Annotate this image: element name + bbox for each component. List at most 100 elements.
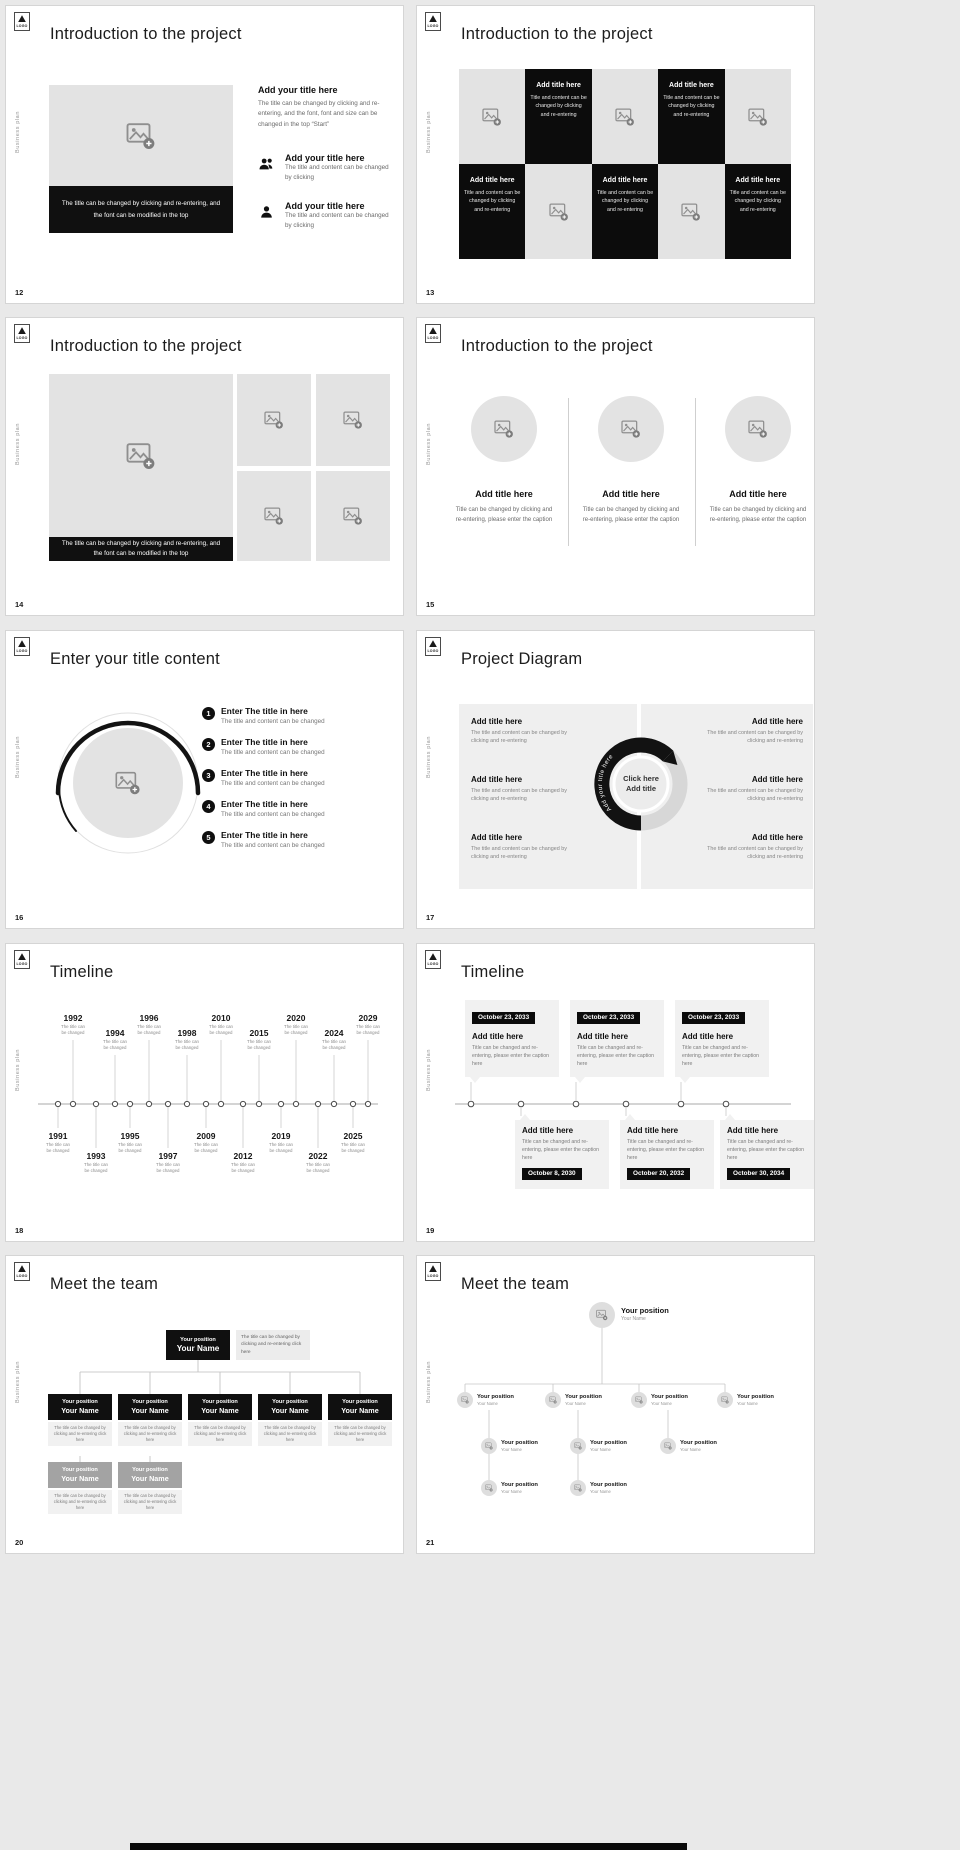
logo-icon xyxy=(429,640,437,648)
vertical-label: Business plan xyxy=(15,423,21,466)
diagram-entry: Add title here The title and content can… xyxy=(695,833,803,862)
image-placeholder[interactable] xyxy=(316,471,390,561)
logo-icon xyxy=(18,953,26,961)
logo-badge: LOGO xyxy=(425,324,441,343)
item-body: The title and content can be changed by … xyxy=(285,164,389,182)
image-caption-bar: The title can be changed by clicking and… xyxy=(49,537,233,561)
diagram-entry: Add title here The title and content can… xyxy=(471,775,581,804)
section-body: The title can be changed by clicking and… xyxy=(258,100,380,128)
slide-thumbnail-12[interactable]: LOGO Business plan 12 Introduction to th… xyxy=(5,5,404,304)
item-body: The title and content can be changed xyxy=(221,717,325,725)
timeline-year: 1993 The title can be changed xyxy=(84,1151,108,1173)
vertical-label: Business plan xyxy=(426,423,432,466)
image-caption-bar: The title can be changed by clicking and… xyxy=(49,186,233,233)
item-body: Title can be changed and re-entering, pl… xyxy=(472,1045,550,1068)
slide-thumbnail-18[interactable]: LOGO Business plan 18 Timeline 1992 The t… xyxy=(5,943,404,1242)
divider-line xyxy=(695,398,696,546)
image-placeholder[interactable] xyxy=(459,69,526,164)
logo-icon xyxy=(429,953,437,961)
cell-title: Add title here xyxy=(536,82,581,89)
item-title: Add title here xyxy=(682,1032,734,1041)
image-placeholder[interactable] xyxy=(725,396,791,462)
numbered-item: 1 Enter The title in here The title and c… xyxy=(202,706,387,725)
logo-text: LOGO xyxy=(427,23,439,28)
item-title: Enter The title in here xyxy=(221,799,308,809)
team-member: Your position Your Name xyxy=(660,1438,717,1454)
item-title: Enter The title in here xyxy=(221,706,308,716)
org-caption: The title can be changed by clicking and… xyxy=(48,1422,112,1446)
numbered-item: 2 Enter The title in here The title and c… xyxy=(202,737,387,756)
image-placeholder[interactable] xyxy=(237,471,311,561)
slide-thumbnail-17[interactable]: LOGO Business plan 17 Project Diagram Ad… xyxy=(416,630,815,929)
slide-title: Enter your title content xyxy=(50,650,220,668)
vertical-label: Business plan xyxy=(15,1049,21,1092)
org-box-secondary: Your position Your Name xyxy=(48,1462,112,1488)
image-placeholder[interactable] xyxy=(525,164,592,259)
avatar xyxy=(545,1392,561,1408)
logo-text: LOGO xyxy=(16,1273,28,1278)
feature-item: Add your title here The title and conten… xyxy=(258,153,393,184)
avatar xyxy=(660,1438,676,1454)
text-cell: Add title here Title and content can be c… xyxy=(459,164,526,259)
logo-icon xyxy=(18,15,26,23)
avatar xyxy=(481,1480,497,1496)
logo-icon xyxy=(18,327,26,335)
slide-number: 21 xyxy=(426,1538,435,1547)
image-placeholder-icon xyxy=(574,1442,582,1450)
image-placeholder[interactable] xyxy=(724,69,791,164)
number-bullet: 1 xyxy=(202,707,215,720)
timeline-year: 2025 The title can be changed xyxy=(341,1131,365,1153)
item-body: The title and content can be changed by … xyxy=(285,212,389,230)
diagram-center-line2: Add title xyxy=(626,784,656,793)
image-placeholder-icon xyxy=(721,1396,729,1404)
image-placeholder[interactable] xyxy=(237,374,311,466)
item-title: Enter The title in here xyxy=(221,768,308,778)
partial-next-row-bar xyxy=(130,1843,687,1850)
entry-title: Add title here xyxy=(471,833,523,842)
slide-thumbnail-21[interactable]: LOGO Business plan 21 Meet the team Your… xyxy=(416,1255,815,1554)
item-title: Add your title here xyxy=(285,153,365,163)
item-body: Title can be changed and re-entering, pl… xyxy=(627,1139,705,1162)
column-title: Add title here xyxy=(475,489,533,499)
item-body: Title can be changed and re-entering, pl… xyxy=(682,1045,760,1068)
entry-body: The title and content can be changed by … xyxy=(707,787,803,803)
image-placeholder[interactable] xyxy=(591,69,659,164)
column-body: Title can be changed by clicking and re-… xyxy=(582,507,680,524)
slide-thumbnail-15[interactable]: LOGO Business plan 15 Introduction to th… xyxy=(416,317,815,616)
date-badge: October 23, 2033 xyxy=(682,1011,746,1024)
entry-title: Add title here xyxy=(751,833,803,842)
image-placeholder[interactable] xyxy=(598,396,664,462)
slide-thumbnail-16[interactable]: LOGO Business plan 16 Enter your title c… xyxy=(5,630,404,929)
image-placeholder[interactable] xyxy=(49,85,233,186)
image-placeholder[interactable] xyxy=(49,374,233,537)
column-title: Add title here xyxy=(729,489,787,499)
logo-badge: LOGO xyxy=(14,1262,30,1281)
image-placeholder-icon xyxy=(621,420,641,439)
timeline-year: 1996 The title can be changed xyxy=(137,1013,161,1035)
org-root-label: Your position Your Name xyxy=(621,1306,669,1322)
image-placeholder[interactable] xyxy=(658,164,725,259)
org-box-root: Your position Your Name xyxy=(166,1330,230,1360)
slide-thumbnail-19[interactable]: LOGO Business plan 19 Timeline October 2… xyxy=(416,943,815,1242)
logo-badge: LOGO xyxy=(425,637,441,656)
image-placeholder[interactable] xyxy=(471,396,537,462)
logo-text: LOGO xyxy=(427,335,439,340)
item-title: Enter The title in here xyxy=(221,737,308,747)
image-placeholder[interactable] xyxy=(316,374,390,466)
text-cell: Add title here Title and content can be c… xyxy=(658,69,725,164)
column-body: Title can be changed by clicking and re-… xyxy=(455,507,553,524)
timeline-year: 2010 The title can be changed xyxy=(209,1013,233,1035)
cell-body: Title and content can be changed by clic… xyxy=(596,190,654,213)
item-body: Title can be changed and re-entering, pl… xyxy=(522,1139,600,1162)
vertical-label: Business plan xyxy=(15,1361,21,1404)
item-title: Add title here xyxy=(522,1126,574,1135)
cell-title: Add title here xyxy=(735,177,781,184)
text-cell: Add title here Title and content can be c… xyxy=(724,164,791,259)
logo-text: LOGO xyxy=(16,23,28,28)
slide-thumbnail-20[interactable]: LOGO Business plan 20 Meet the team Your… xyxy=(5,1255,404,1554)
entry-body: The title and content can be changed by … xyxy=(471,787,567,803)
slide-thumbnail-13[interactable]: LOGO Business plan 13 Introduction to th… xyxy=(416,5,815,304)
slide-thumbnail-14[interactable]: LOGO Business plan 14 Introduction to th… xyxy=(5,317,404,616)
number-bullet: 3 xyxy=(202,769,215,782)
timeline-year: 2015 The title can be changed xyxy=(247,1028,271,1050)
